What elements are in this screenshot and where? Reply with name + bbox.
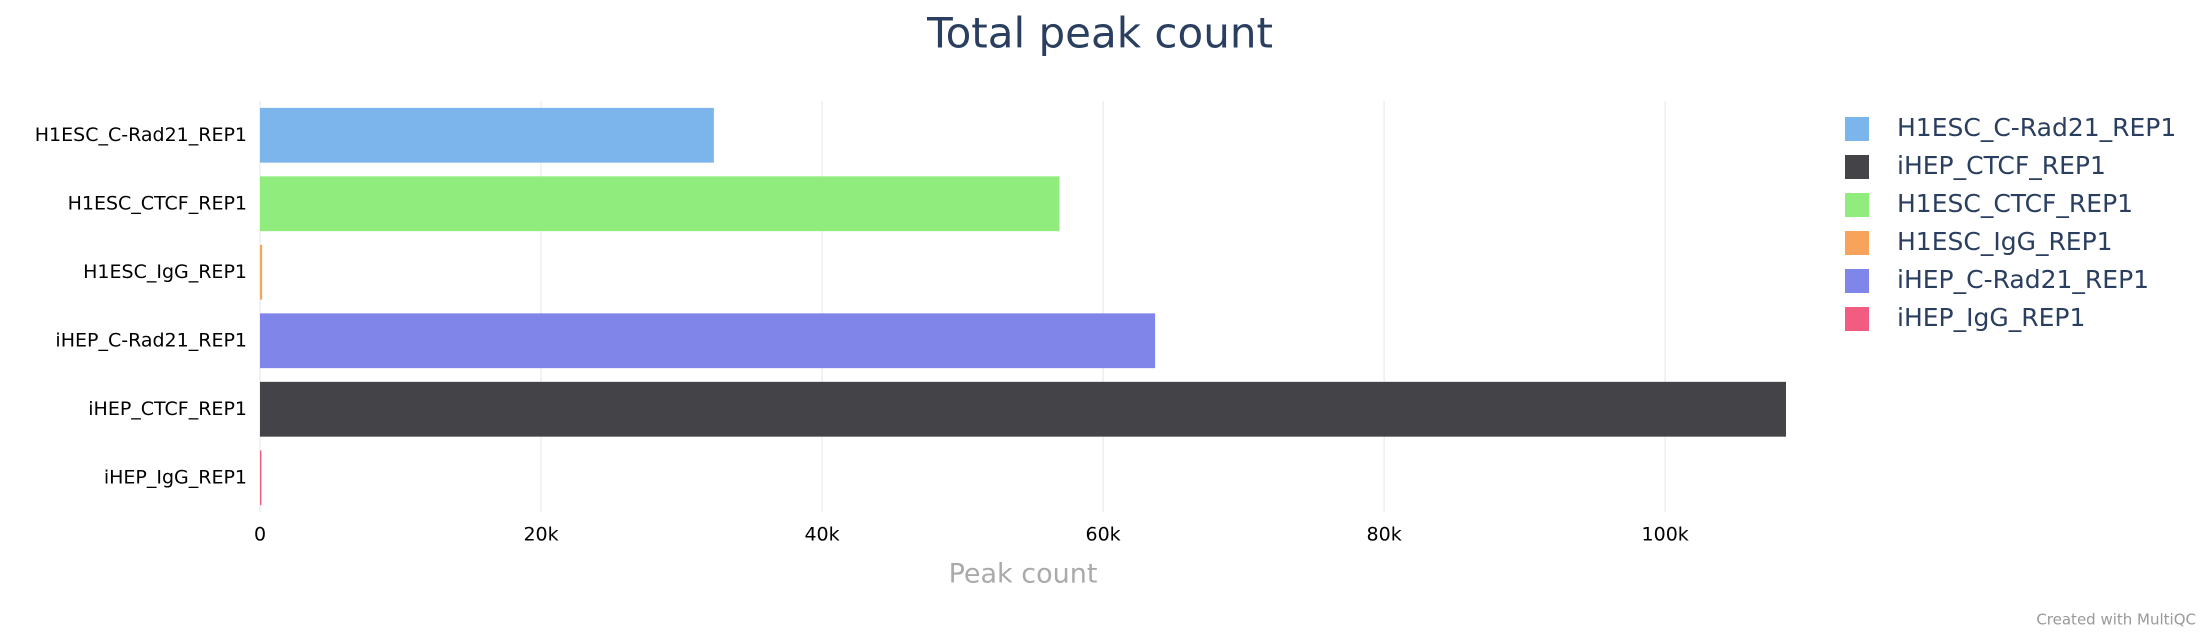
legend-label: iHEP_C-Rad21_REP1 <box>1897 265 2149 294</box>
bar <box>260 244 263 300</box>
legend-swatch <box>1845 193 1869 217</box>
y-tick-label: H1ESC_IgG_REP1 <box>83 261 247 283</box>
legend-label: H1ESC_C-Rad21_REP1 <box>1897 113 2176 142</box>
y-tick-label: H1ESC_CTCF_REP1 <box>68 192 247 214</box>
legend-label: iHEP_IgG_REP1 <box>1897 303 2085 332</box>
x-tick-label: 40k <box>804 524 839 546</box>
credit: Created with MultiQC <box>2036 611 2196 629</box>
x-tick-label: 100k <box>1642 524 1689 546</box>
legend-swatch <box>1845 269 1869 293</box>
bar <box>260 176 1060 232</box>
legend-swatch <box>1845 307 1869 331</box>
x-tick-label: 0 <box>254 524 266 546</box>
bar <box>260 107 714 163</box>
bar <box>260 313 1156 369</box>
bar <box>260 450 262 506</box>
legend-swatch <box>1845 155 1869 179</box>
x-axis-title: Peak count <box>949 559 1098 590</box>
x-tick-label: 60k <box>1086 524 1121 546</box>
legend-label: H1ESC_CTCF_REP1 <box>1897 189 2133 218</box>
legend-swatch <box>1845 117 1869 141</box>
x-tick-label: 20k <box>523 524 558 546</box>
y-tick-label: H1ESC_C-Rad21_REP1 <box>35 124 247 146</box>
chart-title: Total peak count <box>926 9 1273 58</box>
legend-swatch <box>1845 231 1869 255</box>
y-tick-label: iHEP_CTCF_REP1 <box>88 398 247 420</box>
legend-label: H1ESC_IgG_REP1 <box>1897 227 2113 256</box>
y-tick-label: iHEP_IgG_REP1 <box>104 466 247 488</box>
legend-label: iHEP_CTCF_REP1 <box>1897 151 2106 180</box>
y-tick-label: iHEP_C-Rad21_REP1 <box>55 329 247 351</box>
x-tick-label: 80k <box>1367 524 1402 546</box>
bar <box>260 381 1786 437</box>
